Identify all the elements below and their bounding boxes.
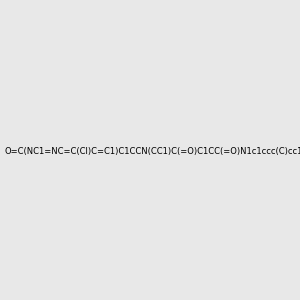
Text: O=C(NC1=NC=C(Cl)C=C1)C1CCN(CC1)C(=O)C1CC(=O)N1c1ccc(C)cc1: O=C(NC1=NC=C(Cl)C=C1)C1CCN(CC1)C(=O)C1CC…: [4, 147, 300, 156]
